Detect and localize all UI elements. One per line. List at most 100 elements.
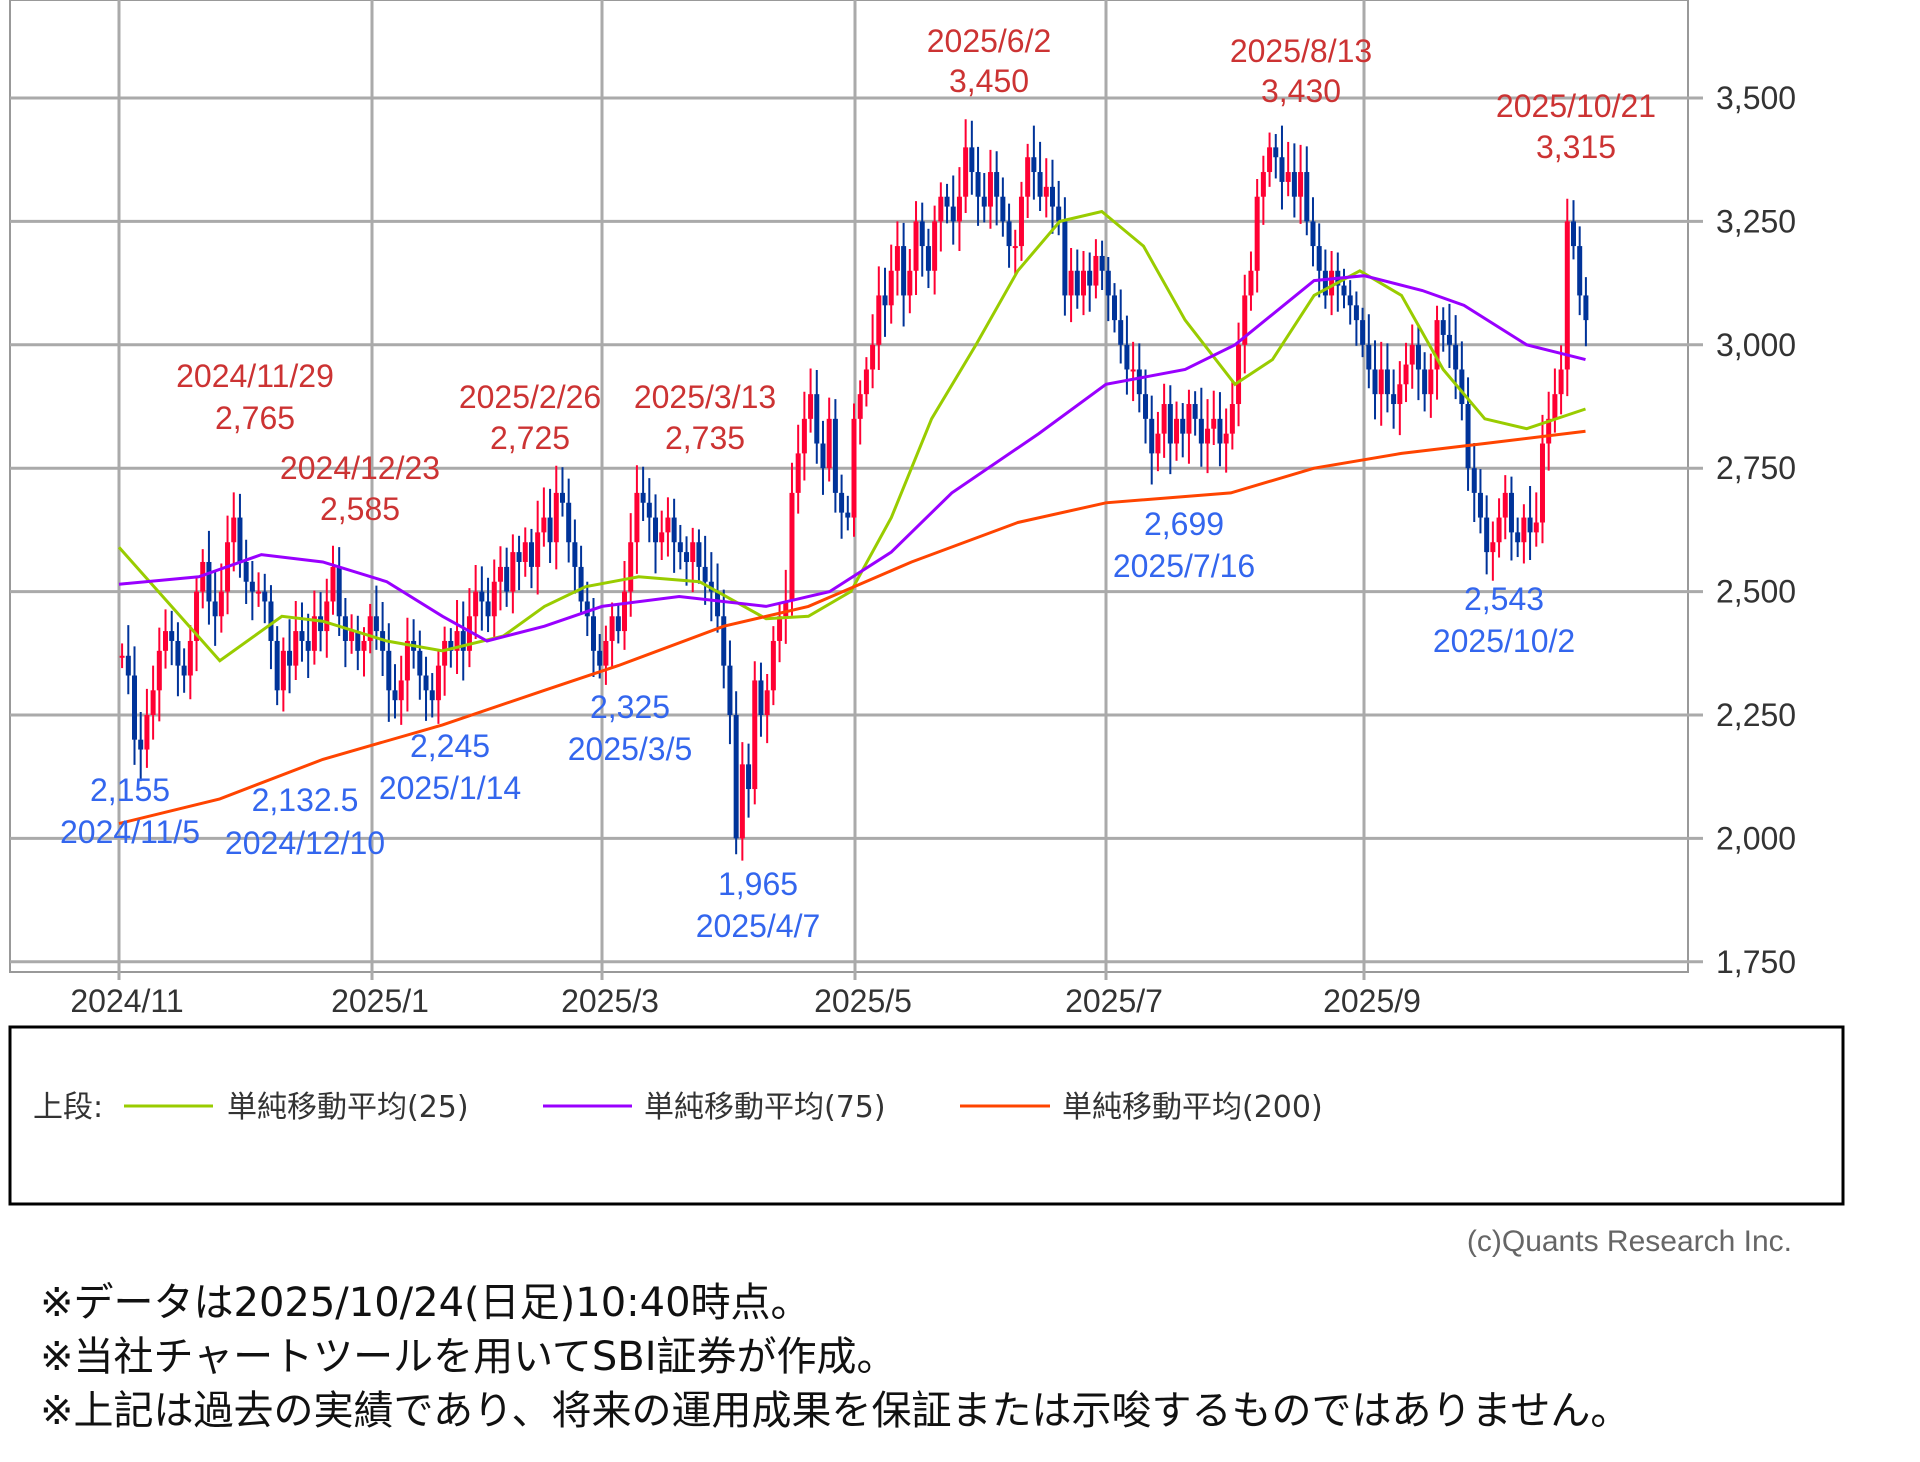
stock-price-chart: 2025/6/2 3,450 2025/8/13 3,430 2025/10/21 3,3… [8, 0, 1845, 1206]
candle [1093, 239, 1099, 299]
candle [169, 610, 175, 666]
candle-body [826, 418, 832, 469]
candle [963, 119, 969, 214]
candle-body [1080, 270, 1086, 296]
candle [758, 662, 764, 737]
candle-body [1074, 270, 1080, 296]
candle [628, 513, 634, 617]
candle-body [894, 246, 900, 271]
candle [324, 578, 330, 658]
candle-body [1304, 172, 1310, 222]
candle [1260, 155, 1266, 225]
candle-body [1490, 542, 1496, 553]
candle-body [336, 566, 342, 617]
candle [1422, 352, 1428, 412]
candle [1583, 277, 1589, 347]
candle-body [1112, 295, 1118, 321]
candle [429, 673, 435, 718]
candle-body [1062, 221, 1068, 296]
candle [404, 617, 410, 712]
candle [1112, 283, 1118, 333]
candle-body [1583, 295, 1589, 321]
candle [1347, 280, 1353, 325]
candle-body [715, 591, 721, 617]
candle [987, 149, 993, 229]
candle [305, 613, 311, 678]
candle-body [1149, 418, 1155, 454]
candle-body [696, 542, 702, 567]
candle-body [1124, 344, 1130, 370]
high-annotation: 2025/2/26 2,725 [459, 379, 601, 456]
candle [1174, 401, 1180, 461]
low-annotation: 2,699 2025/7/16 [1113, 506, 1255, 584]
candle-body [1397, 384, 1403, 405]
candle-body [274, 640, 280, 691]
candle-body [987, 172, 993, 207]
candle-body [901, 246, 907, 296]
candle-body [944, 196, 950, 207]
candle-body [1322, 270, 1328, 296]
candle [684, 536, 690, 586]
candle [287, 619, 293, 694]
candle-body [1285, 172, 1291, 182]
candle-body [386, 650, 392, 691]
candle-body [466, 616, 472, 651]
high-annotation: 2025/8/13 3,430 [1230, 33, 1372, 109]
candle [1012, 229, 1018, 275]
annotation-line2: 2,735 [665, 420, 745, 456]
candle [1248, 251, 1254, 311]
candle-body [590, 616, 596, 651]
candle-body [1384, 369, 1390, 395]
candle-body [541, 517, 547, 533]
candle [1043, 158, 1049, 218]
candle [590, 598, 596, 677]
candle-body [857, 394, 863, 419]
candle-body [528, 542, 534, 567]
candle [355, 615, 361, 671]
candle [1149, 395, 1155, 485]
candle [1533, 492, 1539, 547]
candle-body [634, 492, 640, 543]
candle-body [653, 517, 659, 543]
candle [1229, 380, 1235, 450]
candle-body [398, 680, 404, 701]
high-annotation: 2024/12/23 2,585 [280, 450, 440, 527]
candle-body [454, 631, 460, 651]
y-tick-label: 3,250 [1716, 203, 1796, 239]
candle-body [925, 246, 931, 271]
candle-body [615, 616, 621, 632]
annotation-line2: 3,450 [949, 63, 1029, 99]
candle [528, 528, 534, 589]
candle-body [262, 591, 268, 602]
candle [1484, 495, 1490, 575]
candle [839, 474, 845, 539]
candle-body [597, 650, 603, 666]
candle [1527, 485, 1533, 561]
candle-body [491, 581, 497, 617]
candle-body [1242, 295, 1248, 345]
candle [1459, 341, 1465, 421]
candle-body [429, 690, 435, 701]
candle [163, 609, 169, 669]
candle [442, 626, 448, 696]
candle [615, 603, 621, 644]
candle [1564, 198, 1570, 397]
candle [1068, 248, 1074, 323]
y-tick-label: 2,000 [1716, 820, 1796, 856]
candle-body [510, 552, 516, 592]
high-annotation: 2025/10/21 3,315 [1496, 88, 1656, 165]
annotation-line2: 3,430 [1261, 73, 1341, 109]
candle [994, 151, 1000, 226]
candle-body [1192, 404, 1198, 419]
annotation-line2: 2,585 [320, 491, 400, 527]
candle [1515, 517, 1521, 558]
candle-body [677, 542, 683, 553]
candle [175, 622, 181, 697]
candle [1006, 203, 1012, 268]
candle [1031, 125, 1037, 200]
notes: ※データは2025/10/24(日足)10:40時点。 ※当社チャートツールを用… [40, 1276, 1630, 1438]
candle-body [212, 601, 218, 617]
candle [132, 646, 138, 765]
candle [243, 539, 249, 604]
candle-body [801, 418, 807, 454]
